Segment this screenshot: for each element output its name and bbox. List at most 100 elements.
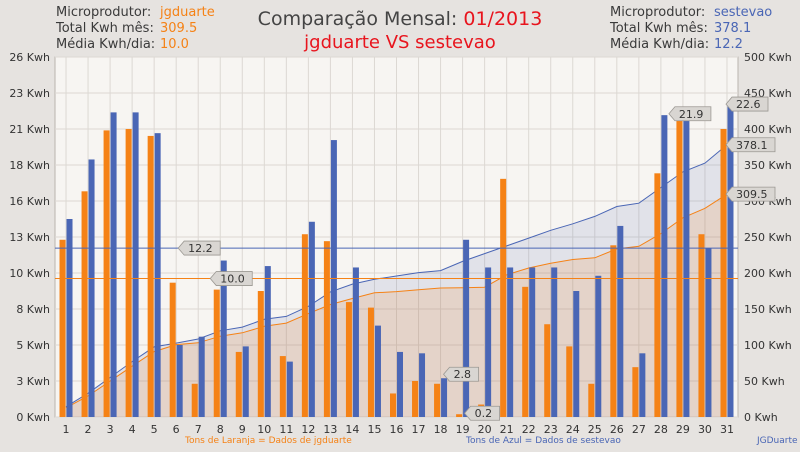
cumulative-areas [65,144,728,418]
bar-sestevao [374,325,381,417]
total-label: Total Kwh mês: [56,21,154,36]
bar-jgduarte [147,135,154,417]
callout-box [209,271,253,286]
callout-label: 21.9 [679,108,704,121]
x-tick-label: 5 [151,423,158,436]
callout-max-jgduarte: 21.9 [668,106,712,122]
x-tick-label: 13 [323,423,337,436]
bar-jgduarte [588,383,595,417]
bar-jgduarte [213,289,220,417]
bar-jgduarte [323,241,330,417]
right-tick-label: 200 Kwh [744,267,792,280]
bar-jgduarte [632,367,639,417]
callout-max-sestevao: 22.6 [725,96,769,112]
right-axis: 0 Kwh 50 Kwh 100 Kwh 150 Kwh 200 Kwh 250 Kwh 3… [744,51,792,424]
bar-sestevao [397,351,403,417]
bar-jgduarte [544,324,551,417]
left-tick-label: 3 Kwh [16,375,50,388]
right-tick-label: 350 Kwh [744,159,792,172]
x-tick-label: 19 [456,423,470,436]
x-tick-label: 21 [500,423,514,436]
bar-sestevao [639,353,646,417]
producer-label: Microprodutor: [56,5,152,20]
bar-sestevao [242,346,249,417]
avg-label: Média Kwh/dia: [610,37,710,52]
x-tick-label: 26 [610,423,624,436]
header-left-info: Microprodutor: jgduarte Total Kwh mês: 309… [56,5,215,53]
bar-sestevao [573,291,580,417]
x-tick-label: 20 [478,423,492,436]
bar-sestevao [308,221,315,417]
bar-jgduarte [654,173,661,417]
callout-box [725,137,776,153]
producer-value: sestevao [714,5,773,20]
bar-sestevao [264,266,271,417]
x-tick-label: 3 [107,423,114,436]
x-tick-label: 23 [544,423,558,436]
x-tick-label: 27 [632,423,646,436]
bar-jgduarte [456,414,463,417]
bar-sestevao [110,112,117,417]
total-label: Total Kwh mês: [610,21,708,36]
x-tick-label: 29 [676,423,690,436]
avg-label: Média Kwh/dia: [56,37,156,52]
bar-jgduarte [345,302,352,417]
bar-sestevao [463,239,470,417]
callout-label: 309.5 [736,188,768,201]
footer-credit: JGDuarte [756,436,798,446]
bar-sestevao [529,267,536,417]
right-tick-label: 50 Kwh [744,375,785,388]
bar-sestevao [617,225,624,417]
x-tick-label: 16 [390,423,404,436]
bar-jgduarte [698,234,705,417]
left-tick-label: 16 Kwh [9,195,50,208]
bar-sestevao [66,219,73,417]
right-tick-label: 400 Kwh [744,123,792,136]
bar-jgduarte [566,346,573,417]
bar-sestevao [352,267,359,417]
bar-sestevao [132,112,139,417]
bar-jgduarte [103,130,110,417]
bar-jgduarte [279,356,286,417]
producer-label: Microprodutor: [610,5,706,20]
bar-sestevao [661,115,668,418]
title-month: 01/2013 [463,8,543,30]
x-tick-label: 15 [367,423,381,436]
bar-jgduarte [235,351,242,417]
bar-sestevao [154,133,161,417]
x-tick-label: 25 [588,423,602,436]
bar-jgduarte [720,129,727,417]
x-tick-label: 10 [257,423,271,436]
x-tick-label: 1 [63,423,70,436]
bar-jgduarte [676,113,683,418]
x-tick-label: 2 [85,423,92,436]
callout-label: 22.6 [736,98,761,111]
callout-total-sestevao: 378.1 [725,137,776,153]
callout-total-jgduarte: 309.5 [725,186,776,202]
bar-sestevao [551,267,558,417]
chart-subtitle: jgduarte VS sestevao [304,32,496,53]
x-tick-label: 17 [412,423,426,436]
x-tick-label: 24 [566,423,580,436]
callout-min-jgduarte: 0.2 [464,405,500,421]
bar-sestevao [286,361,293,417]
x-tick-label: 18 [434,423,448,436]
total-value: 309.5 [160,21,198,36]
left-tick-label: 10 Kwh [9,267,50,280]
bar-sestevao [419,353,426,417]
bar-sestevao [705,248,712,417]
x-tick-label: 11 [279,423,293,436]
bar-sestevao [441,378,448,417]
bar-jgduarte [390,393,396,417]
bar-jgduarte [610,245,617,417]
bar-sestevao [485,267,492,417]
footer-right-note: Tons de Azul = Dados de sestevao [465,436,621,446]
bar-sestevao [727,104,734,418]
header-right-info: Microprodutor: sestevao Total Kwh mês: 378… [610,5,772,53]
bar-jgduarte [125,129,132,417]
left-tick-label: 26 Kwh [9,51,50,64]
callout-box [725,186,776,202]
callout-box [177,240,221,256]
bar-sestevao [683,117,690,417]
